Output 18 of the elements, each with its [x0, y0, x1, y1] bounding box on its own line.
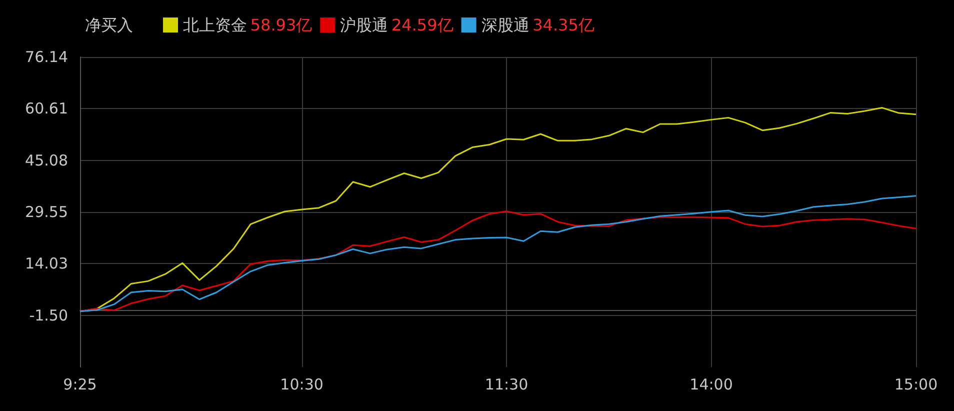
y-tick-label: 14.03	[25, 254, 68, 273]
text: 34.35亿	[532, 16, 594, 34]
legend-label: 北上资金	[183, 16, 247, 34]
text: 58.93亿	[250, 16, 312, 34]
y-tick-label: -1.50	[29, 306, 68, 324]
y-tick-label: 45.08	[25, 151, 68, 170]
x-tick-label: 9:25	[63, 376, 97, 394]
legend-label: 深股通	[481, 16, 530, 34]
legend-title: 净买入	[85, 16, 133, 34]
legend-label: 沪股通	[340, 16, 388, 34]
y-tick-label: 29.55	[25, 203, 68, 222]
y-tick-label: 60.61	[25, 100, 68, 118]
x-tick-label: 11:30	[484, 376, 528, 394]
x-tick-label: 15:00	[894, 376, 938, 394]
x-tick-label: 14:00	[690, 376, 733, 394]
y-tick-label: 76.14	[25, 48, 68, 66]
x-tick-label: 10:30	[280, 376, 324, 394]
text: 24.59亿	[391, 16, 454, 34]
